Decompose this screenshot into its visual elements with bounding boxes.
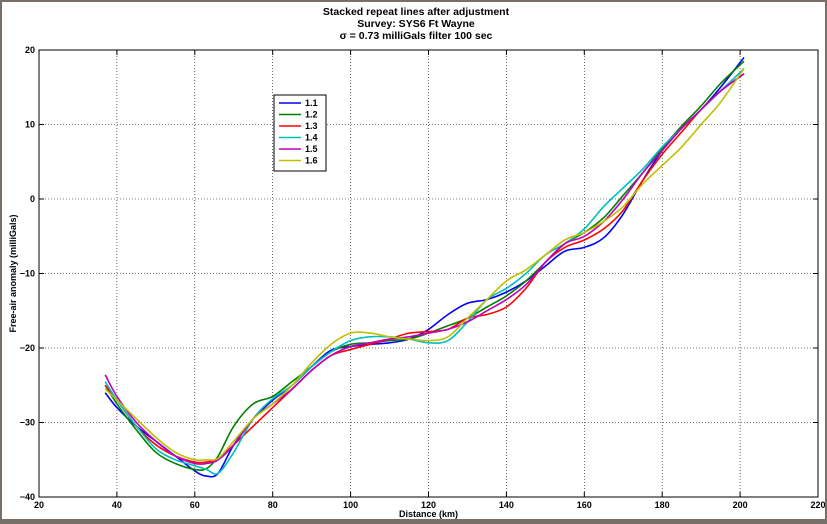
y-tick-label: 20: [25, 45, 35, 55]
x-tick-label: 200: [733, 500, 748, 510]
y-tick-label: −10: [20, 269, 35, 279]
legend-label: 1.4: [305, 133, 318, 143]
x-tick-label: 140: [499, 500, 514, 510]
x-tick-label: 40: [112, 500, 122, 510]
legend-label: 1.6: [305, 156, 318, 166]
legend-label: 1.3: [305, 121, 318, 131]
data-series: [104, 57, 745, 478]
legend-label: 1.1: [305, 98, 318, 108]
x-tick-label: 220: [810, 500, 825, 510]
x-tick-label: 80: [268, 500, 278, 510]
x-tick-label: 20: [34, 500, 44, 510]
y-tick-label: 10: [25, 120, 35, 130]
y-tick-label: −30: [20, 418, 35, 428]
chart-title-line-3: σ = 0.73 milliGals filter 100 sec: [340, 30, 493, 42]
series-line-1-6: [104, 68, 745, 462]
x-tick-label: 60: [190, 500, 200, 510]
chart-title-line-1: Stacked repeat lines after adjustment: [323, 6, 510, 18]
x-tick-label: 120: [421, 500, 436, 510]
x-tick-label: 100: [343, 500, 358, 510]
y-tick-label: −40: [20, 492, 35, 502]
axis-ticks: 20 40 60 80 100 120 140 160 180 200 220−40−30−20−1…: [20, 45, 826, 510]
y-tick-label: −20: [20, 343, 35, 353]
legend-label: 1.5: [305, 144, 318, 154]
y-tick-label: 0: [30, 194, 35, 204]
chart-title-line-2: Survey: SYS6 Ft Wayne: [357, 18, 475, 30]
legend-box: [273, 94, 327, 172]
series-line-1-3: [104, 73, 745, 464]
x-axis-label: Distance (km): [399, 509, 458, 519]
x-tick-label: 180: [655, 500, 670, 510]
legend-label: 1.2: [305, 110, 318, 120]
grid: [39, 50, 818, 497]
x-tick-label: 160: [577, 500, 592, 510]
y-axis-label: Free-air anomaly (milliGals): [8, 214, 18, 332]
legend: 1.1 1.21.3 1.41.5 1.6: [273, 94, 327, 172]
series-line-1-5: [104, 73, 745, 465]
